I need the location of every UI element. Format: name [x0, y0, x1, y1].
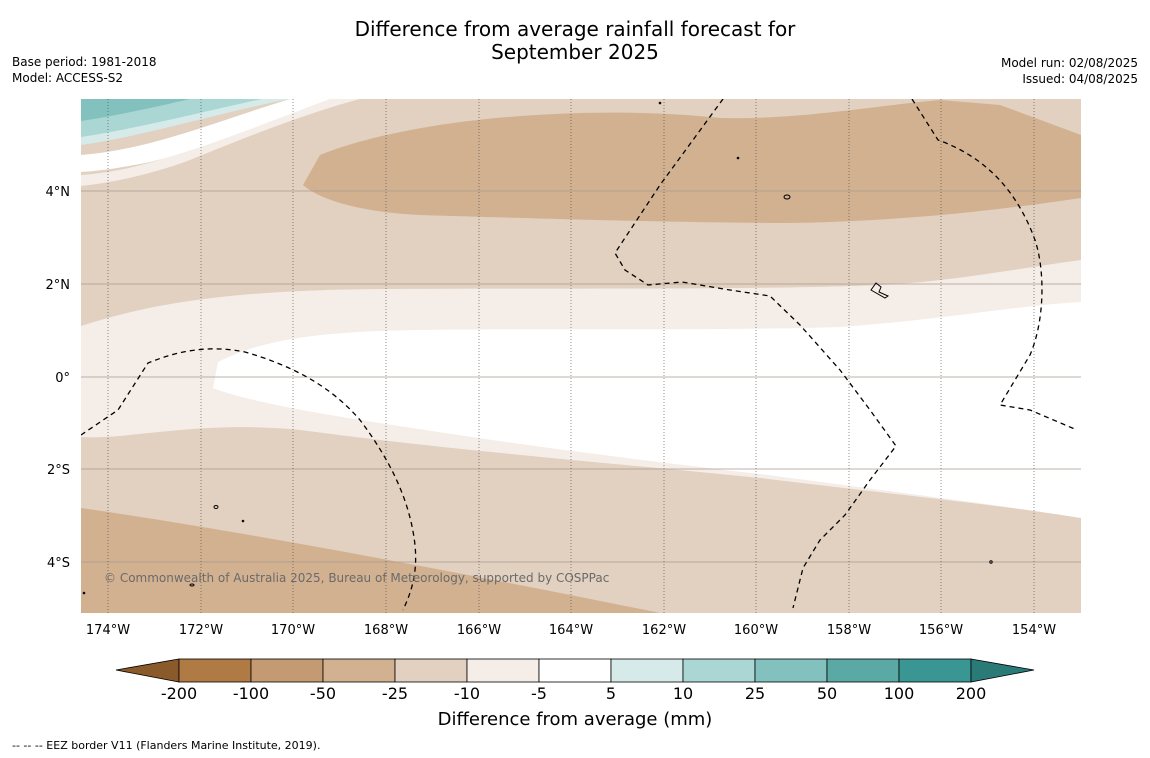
colorbar-tick-label: -200 — [160, 684, 198, 703]
copyright-text: © Commonwealth of Australia 2025, Bureau… — [104, 571, 610, 585]
island-8 — [989, 560, 993, 564]
lat-label: 0° — [55, 371, 70, 386]
map-area — [81, 99, 1081, 613]
lat-label: 4°N — [46, 185, 71, 200]
lon-label: 162°W — [642, 623, 686, 638]
meta-left: Base period: 1981-2018 Model: ACCESS-S2 — [12, 54, 157, 86]
lat-label: 2°S — [47, 463, 70, 478]
lon-label: 166°W — [457, 623, 501, 638]
anomaly-band-equatorial-white — [213, 302, 1081, 518]
lon-label: 172°W — [179, 623, 223, 638]
lon-label: 164°W — [549, 623, 593, 638]
lat-gridlines — [81, 190, 1081, 563]
colorbar-segment — [250, 658, 324, 683]
colorbar-extend-right — [970, 658, 1035, 683]
anomaly-band-nw-light — [81, 99, 360, 186]
colorbar-segment — [610, 658, 684, 683]
lon-label: 158°W — [827, 623, 871, 638]
meta-right: Model run: 02/08/2025 Issued: 04/08/2025 — [1001, 55, 1138, 87]
island-2 — [870, 282, 890, 299]
colorbar-tick-label: -25 — [381, 684, 409, 703]
colorbar-segment — [826, 658, 900, 683]
colorbar-tick-label: 5 — [605, 684, 617, 703]
colorbar-tick-label: -10 — [453, 684, 481, 703]
colorbar-title: Difference from average (mm) — [437, 709, 713, 730]
map-title: Difference from average rainfall forecas… — [0, 18, 1150, 64]
colorbar-tick-label: 50 — [816, 684, 838, 703]
lon-label: 160°W — [734, 623, 778, 638]
islands — [82, 101, 993, 595]
colorbar-segment — [178, 658, 252, 683]
lon-label: 154°W — [1012, 623, 1056, 638]
model-run-text: Model run: 02/08/2025 — [1000, 56, 1138, 70]
map-title-line2: September 2025 — [491, 40, 659, 64]
lat-label: 4°S — [47, 556, 70, 571]
lon-label: 170°W — [271, 623, 315, 638]
island-7 — [241, 519, 245, 523]
colorbar-tick-label: -50 — [309, 684, 337, 703]
colorbar-segment — [898, 658, 972, 683]
island-6 — [736, 156, 740, 160]
colorbar — [115, 658, 1035, 683]
anomaly-band-south-dark — [81, 508, 660, 613]
colorbar-segment — [538, 658, 612, 683]
island-4 — [189, 583, 195, 587]
lon-label: 168°W — [364, 623, 408, 638]
colorbar-tick-label: 200 — [955, 684, 987, 703]
eez-borders — [81, 99, 1078, 611]
colorbar-tick-label: -5 — [531, 684, 547, 703]
lon-axis-labels: 174°W 172°W 170°W 168°W 166°W 164°W 162°… — [86, 623, 1056, 638]
colorbar-segment — [466, 658, 540, 683]
colorbar-tick-label: 10 — [672, 684, 694, 703]
eez-footnote: -- -- -- EEZ border V11 (Flanders Marine… — [12, 739, 321, 752]
island-3 — [213, 505, 219, 509]
island-5 — [658, 101, 662, 105]
lon-label: 174°W — [86, 623, 130, 638]
colorbar-segment — [682, 658, 756, 683]
anomaly-band-north-dark — [303, 100, 1081, 223]
map-title-line1: Difference from average rainfall forecas… — [354, 17, 796, 41]
issued-text: Issued: 04/08/2025 — [1022, 72, 1138, 86]
anomaly-band-nw-teal-mid — [81, 99, 190, 121]
island-9 — [82, 591, 86, 595]
colorbar-extend-left — [115, 658, 180, 683]
island-1 — [783, 194, 791, 200]
colorbar-tick-label: 100 — [883, 684, 915, 703]
anomaly-band-nw-white — [81, 99, 330, 172]
colorbar-segment — [394, 658, 468, 683]
lat-label: 2°N — [46, 278, 71, 293]
colorbar-segment — [322, 658, 396, 683]
base-period-text: Base period: 1981-2018 — [12, 55, 157, 69]
colorbar-tick-label: 25 — [744, 684, 766, 703]
lon-label: 156°W — [919, 623, 963, 638]
colorbar-tick-label: -100 — [232, 684, 270, 703]
colorbar-segment — [754, 658, 828, 683]
model-text: Model: ACCESS-S2 — [12, 71, 124, 85]
lat-axis-labels: 4°N 2°N 0° 2°S 4°S — [46, 185, 71, 571]
